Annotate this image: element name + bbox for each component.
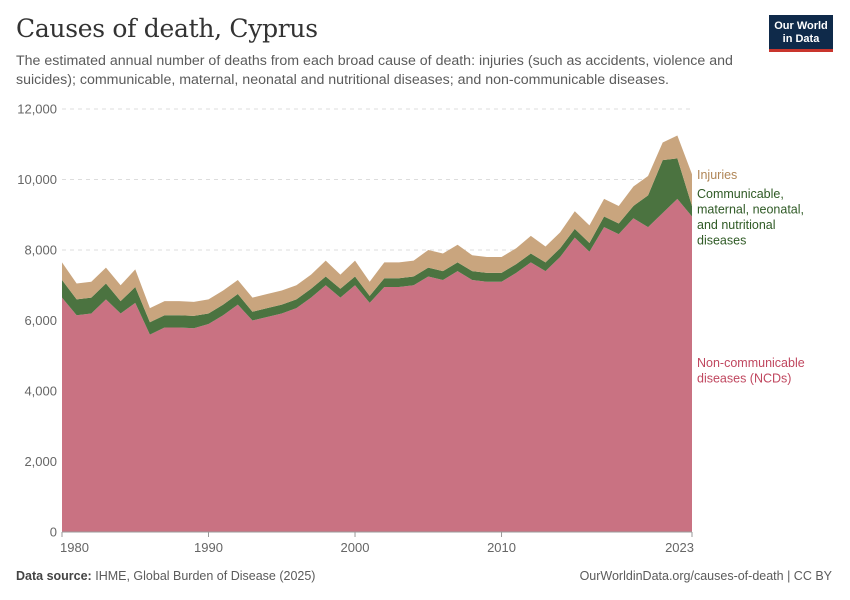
y-tick-label: 6,000 [24,313,57,328]
series-label-0-line-1: diseases (NCDs) [697,372,791,386]
x-tick-label: 1990 [194,540,223,555]
series-area-0 [62,198,692,532]
y-tick-label: 12,000 [17,102,57,117]
data-source-label: Data source: [16,569,92,583]
x-tick-label: 2000 [341,540,370,555]
data-source-text[interactable]: IHME, Global Burden of Disease (2025) [95,569,316,583]
y-tick-label: 2,000 [24,454,57,469]
series-label-1-line-3: diseases [697,234,746,248]
y-tick-label: 4,000 [24,384,57,399]
series-label-1-line-2: and nutritional [697,218,776,232]
x-tick-label: 2023 [665,540,694,555]
chart-title: Causes of death, Cyprus [16,14,318,43]
series-label-0-line-0: Non-communicable [697,356,805,370]
data-source: Data source: IHME, Global Burden of Dise… [16,569,315,583]
logo-line-1: Our World [774,20,828,32]
series-area-2 [62,135,692,323]
y-tick-label: 0 [50,525,57,540]
series-label-1-line-0: Communicable, [697,187,784,201]
y-tick-label: 8,000 [24,243,57,258]
y-tick-label: 10,000 [17,172,57,187]
series-label-1-line-1: maternal, neonatal, [697,203,804,217]
series-area-1 [62,158,692,335]
chart-subtitle: The estimated annual number of deaths fr… [16,53,733,88]
x-tick-label: 2010 [487,540,516,555]
series-label-2-line-0: Injuries [697,168,737,182]
logo-line-2: in Data [782,32,820,45]
x-tick-label: 1980 [60,540,89,555]
source-url[interactable]: OurWorldinData.org/causes-of-death | CC … [579,569,832,583]
owid-logo[interactable]: Our World in Data [769,15,833,52]
